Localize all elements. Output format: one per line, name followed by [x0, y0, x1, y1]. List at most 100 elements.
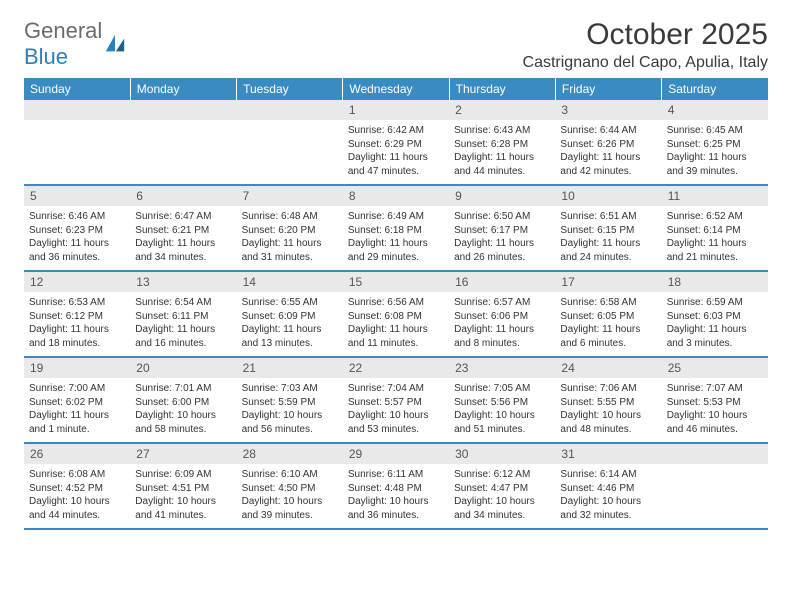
sunset-line: Sunset: 5:59 PM [242, 396, 338, 410]
day-body: Sunrise: 6:48 AMSunset: 6:20 PMDaylight:… [237, 206, 343, 270]
day-body: Sunrise: 6:52 AMSunset: 6:14 PMDaylight:… [662, 206, 768, 270]
sunrise-line: Sunrise: 6:10 AM [242, 468, 338, 482]
day-body: Sunrise: 7:04 AMSunset: 5:57 PMDaylight:… [343, 378, 449, 442]
daylight-line: Daylight: 10 hours and 48 minutes. [560, 409, 656, 436]
day-body: Sunrise: 6:46 AMSunset: 6:23 PMDaylight:… [24, 206, 130, 270]
sunset-line: Sunset: 4:47 PM [454, 482, 550, 496]
sunrise-line: Sunrise: 6:50 AM [454, 210, 550, 224]
daylight-line: Daylight: 11 hours and 6 minutes. [560, 323, 656, 350]
sunset-line: Sunset: 6:21 PM [135, 224, 231, 238]
day-body: Sunrise: 7:03 AMSunset: 5:59 PMDaylight:… [237, 378, 343, 442]
daylight-line: Daylight: 11 hours and 44 minutes. [454, 151, 550, 178]
day-number: 11 [662, 186, 768, 206]
day-cell: 2Sunrise: 6:43 AMSunset: 6:28 PMDaylight… [449, 100, 555, 185]
daylight-line: Daylight: 11 hours and 42 minutes. [560, 151, 656, 178]
weekday-monday: Monday [130, 78, 236, 100]
daylight-line: Daylight: 11 hours and 16 minutes. [135, 323, 231, 350]
day-body: Sunrise: 6:09 AMSunset: 4:51 PMDaylight:… [130, 464, 236, 528]
day-number: 15 [343, 272, 449, 292]
day-number: 12 [24, 272, 130, 292]
day-cell: 27Sunrise: 6:09 AMSunset: 4:51 PMDayligh… [130, 443, 236, 529]
day-number: 27 [130, 444, 236, 464]
sunset-line: Sunset: 4:46 PM [560, 482, 656, 496]
sunset-line: Sunset: 5:57 PM [348, 396, 444, 410]
day-cell [130, 100, 236, 185]
day-number [662, 444, 768, 464]
day-body: Sunrise: 6:14 AMSunset: 4:46 PMDaylight:… [555, 464, 661, 528]
sunrise-line: Sunrise: 6:51 AM [560, 210, 656, 224]
day-cell: 28Sunrise: 6:10 AMSunset: 4:50 PMDayligh… [237, 443, 343, 529]
sunrise-line: Sunrise: 6:48 AM [242, 210, 338, 224]
sunrise-line: Sunrise: 6:45 AM [667, 124, 763, 138]
week-row: 19Sunrise: 7:00 AMSunset: 6:02 PMDayligh… [24, 357, 768, 443]
daylight-line: Daylight: 11 hours and 8 minutes. [454, 323, 550, 350]
sunrise-line: Sunrise: 7:07 AM [667, 382, 763, 396]
day-number: 4 [662, 100, 768, 120]
sunrise-line: Sunrise: 7:01 AM [135, 382, 231, 396]
day-cell: 16Sunrise: 6:57 AMSunset: 6:06 PMDayligh… [449, 271, 555, 357]
sunrise-line: Sunrise: 6:46 AM [29, 210, 125, 224]
daylight-line: Daylight: 11 hours and 21 minutes. [667, 237, 763, 264]
day-body: Sunrise: 6:53 AMSunset: 6:12 PMDaylight:… [24, 292, 130, 356]
day-cell: 9Sunrise: 6:50 AMSunset: 6:17 PMDaylight… [449, 185, 555, 271]
day-number: 3 [555, 100, 661, 120]
sunrise-line: Sunrise: 6:42 AM [348, 124, 444, 138]
sunset-line: Sunset: 6:26 PM [560, 138, 656, 152]
day-number: 22 [343, 358, 449, 378]
sunrise-line: Sunrise: 6:53 AM [29, 296, 125, 310]
day-body: Sunrise: 7:07 AMSunset: 5:53 PMDaylight:… [662, 378, 768, 442]
day-cell [662, 443, 768, 529]
sunrise-line: Sunrise: 6:54 AM [135, 296, 231, 310]
sunset-line: Sunset: 4:50 PM [242, 482, 338, 496]
day-cell: 6Sunrise: 6:47 AMSunset: 6:21 PMDaylight… [130, 185, 236, 271]
sunrise-line: Sunrise: 6:59 AM [667, 296, 763, 310]
daylight-line: Daylight: 11 hours and 11 minutes. [348, 323, 444, 350]
daylight-line: Daylight: 10 hours and 44 minutes. [29, 495, 125, 522]
daylight-line: Daylight: 10 hours and 51 minutes. [454, 409, 550, 436]
day-number: 5 [24, 186, 130, 206]
day-cell: 15Sunrise: 6:56 AMSunset: 6:08 PMDayligh… [343, 271, 449, 357]
day-number: 26 [24, 444, 130, 464]
week-row: 1Sunrise: 6:42 AMSunset: 6:29 PMDaylight… [24, 100, 768, 185]
sunset-line: Sunset: 6:11 PM [135, 310, 231, 324]
day-body [237, 120, 343, 178]
day-cell: 20Sunrise: 7:01 AMSunset: 6:00 PMDayligh… [130, 357, 236, 443]
day-number [24, 100, 130, 120]
sunset-line: Sunset: 6:06 PM [454, 310, 550, 324]
day-number: 31 [555, 444, 661, 464]
day-number: 1 [343, 100, 449, 120]
sunset-line: Sunset: 5:53 PM [667, 396, 763, 410]
sunrise-line: Sunrise: 6:09 AM [135, 468, 231, 482]
daylight-line: Daylight: 11 hours and 24 minutes. [560, 237, 656, 264]
day-cell: 12Sunrise: 6:53 AMSunset: 6:12 PMDayligh… [24, 271, 130, 357]
day-body: Sunrise: 6:44 AMSunset: 6:26 PMDaylight:… [555, 120, 661, 184]
day-cell: 11Sunrise: 6:52 AMSunset: 6:14 PMDayligh… [662, 185, 768, 271]
daylight-line: Daylight: 11 hours and 3 minutes. [667, 323, 763, 350]
day-body: Sunrise: 6:12 AMSunset: 4:47 PMDaylight:… [449, 464, 555, 528]
daylight-line: Daylight: 10 hours and 46 minutes. [667, 409, 763, 436]
day-cell: 19Sunrise: 7:00 AMSunset: 6:02 PMDayligh… [24, 357, 130, 443]
day-cell: 22Sunrise: 7:04 AMSunset: 5:57 PMDayligh… [343, 357, 449, 443]
week-row: 5Sunrise: 6:46 AMSunset: 6:23 PMDaylight… [24, 185, 768, 271]
calendar-body: 1Sunrise: 6:42 AMSunset: 6:29 PMDaylight… [24, 100, 768, 529]
logo-word2: Blue [24, 44, 68, 69]
sunrise-line: Sunrise: 6:47 AM [135, 210, 231, 224]
day-number: 29 [343, 444, 449, 464]
day-cell: 17Sunrise: 6:58 AMSunset: 6:05 PMDayligh… [555, 271, 661, 357]
day-number: 19 [24, 358, 130, 378]
daylight-line: Daylight: 11 hours and 26 minutes. [454, 237, 550, 264]
day-body: Sunrise: 7:00 AMSunset: 6:02 PMDaylight:… [24, 378, 130, 442]
daylight-line: Daylight: 11 hours and 39 minutes. [667, 151, 763, 178]
sunrise-line: Sunrise: 6:57 AM [454, 296, 550, 310]
daylight-line: Daylight: 11 hours and 36 minutes. [29, 237, 125, 264]
day-cell: 25Sunrise: 7:07 AMSunset: 5:53 PMDayligh… [662, 357, 768, 443]
day-body: Sunrise: 6:57 AMSunset: 6:06 PMDaylight:… [449, 292, 555, 356]
daylight-line: Daylight: 11 hours and 31 minutes. [242, 237, 338, 264]
sunset-line: Sunset: 6:14 PM [667, 224, 763, 238]
day-cell: 18Sunrise: 6:59 AMSunset: 6:03 PMDayligh… [662, 271, 768, 357]
sunset-line: Sunset: 5:56 PM [454, 396, 550, 410]
day-cell: 14Sunrise: 6:55 AMSunset: 6:09 PMDayligh… [237, 271, 343, 357]
day-cell: 29Sunrise: 6:11 AMSunset: 4:48 PMDayligh… [343, 443, 449, 529]
sunset-line: Sunset: 6:12 PM [29, 310, 125, 324]
sunset-line: Sunset: 6:00 PM [135, 396, 231, 410]
